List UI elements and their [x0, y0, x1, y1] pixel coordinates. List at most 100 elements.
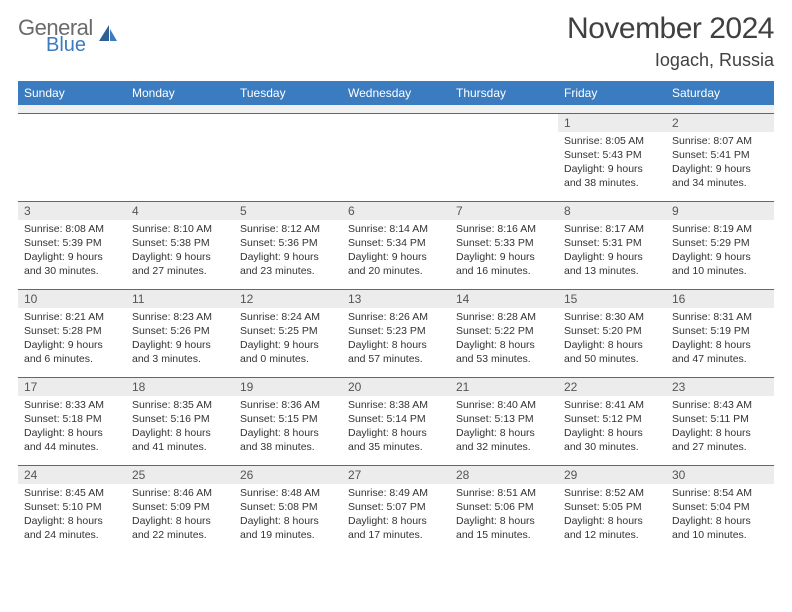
location: Iogach, Russia — [567, 50, 774, 71]
sunrise-text: Sunrise: 8:21 AM — [24, 310, 120, 324]
day-content: Sunrise: 8:14 AMSunset: 5:34 PMDaylight:… — [342, 220, 450, 283]
sunset-text: Sunset: 5:20 PM — [564, 324, 660, 338]
day-content: Sunrise: 8:21 AMSunset: 5:28 PMDaylight:… — [18, 308, 126, 371]
day-content: Sunrise: 8:40 AMSunset: 5:13 PMDaylight:… — [450, 396, 558, 459]
day-number: 7 — [450, 202, 558, 220]
calendar-cell: 26Sunrise: 8:48 AMSunset: 5:08 PMDayligh… — [234, 465, 342, 553]
calendar-cell: 13Sunrise: 8:26 AMSunset: 5:23 PMDayligh… — [342, 289, 450, 377]
sunrise-text: Sunrise: 8:07 AM — [672, 134, 768, 148]
day-number: 29 — [558, 466, 666, 484]
sunrise-text: Sunrise: 8:26 AM — [348, 310, 444, 324]
calendar-row: 24Sunrise: 8:45 AMSunset: 5:10 PMDayligh… — [18, 465, 774, 553]
weekday-header: Wednesday — [342, 81, 450, 105]
daylight-text: Daylight: 9 hours and 38 minutes. — [564, 162, 660, 190]
calendar-cell: 16Sunrise: 8:31 AMSunset: 5:19 PMDayligh… — [666, 289, 774, 377]
weekday-header: Saturday — [666, 81, 774, 105]
day-content: Sunrise: 8:35 AMSunset: 5:16 PMDaylight:… — [126, 396, 234, 459]
daylight-text: Daylight: 8 hours and 30 minutes. — [564, 426, 660, 454]
sunset-text: Sunset: 5:10 PM — [24, 500, 120, 514]
calendar-cell: 17Sunrise: 8:33 AMSunset: 5:18 PMDayligh… — [18, 377, 126, 465]
day-content: Sunrise: 8:24 AMSunset: 5:25 PMDaylight:… — [234, 308, 342, 371]
calendar-cell: 1Sunrise: 8:05 AMSunset: 5:43 PMDaylight… — [558, 113, 666, 201]
sunrise-text: Sunrise: 8:41 AM — [564, 398, 660, 412]
day-number: 6 — [342, 202, 450, 220]
day-number: 20 — [342, 378, 450, 396]
sunset-text: Sunset: 5:34 PM — [348, 236, 444, 250]
day-content: Sunrise: 8:08 AMSunset: 5:39 PMDaylight:… — [18, 220, 126, 283]
sunset-text: Sunset: 5:39 PM — [24, 236, 120, 250]
sunrise-text: Sunrise: 8:38 AM — [348, 398, 444, 412]
day-content: Sunrise: 8:28 AMSunset: 5:22 PMDaylight:… — [450, 308, 558, 371]
daylight-text: Daylight: 9 hours and 10 minutes. — [672, 250, 768, 278]
day-number: 14 — [450, 290, 558, 308]
sunrise-text: Sunrise: 8:16 AM — [456, 222, 552, 236]
day-content: Sunrise: 8:33 AMSunset: 5:18 PMDaylight:… — [18, 396, 126, 459]
calendar-cell — [450, 113, 558, 201]
calendar-cell: 12Sunrise: 8:24 AMSunset: 5:25 PMDayligh… — [234, 289, 342, 377]
day-number: 13 — [342, 290, 450, 308]
calendar-cell: 4Sunrise: 8:10 AMSunset: 5:38 PMDaylight… — [126, 201, 234, 289]
day-content: Sunrise: 8:41 AMSunset: 5:12 PMDaylight:… — [558, 396, 666, 459]
day-number: 3 — [18, 202, 126, 220]
sunrise-text: Sunrise: 8:05 AM — [564, 134, 660, 148]
sunrise-text: Sunrise: 8:08 AM — [24, 222, 120, 236]
sunrise-text: Sunrise: 8:40 AM — [456, 398, 552, 412]
sunset-text: Sunset: 5:33 PM — [456, 236, 552, 250]
sunset-text: Sunset: 5:19 PM — [672, 324, 768, 338]
sunrise-text: Sunrise: 8:36 AM — [240, 398, 336, 412]
calendar-cell: 9Sunrise: 8:19 AMSunset: 5:29 PMDaylight… — [666, 201, 774, 289]
day-number: 10 — [18, 290, 126, 308]
brand-blue: Blue — [46, 36, 93, 54]
calendar-cell: 14Sunrise: 8:28 AMSunset: 5:22 PMDayligh… — [450, 289, 558, 377]
weekday-header: Friday — [558, 81, 666, 105]
sunrise-text: Sunrise: 8:43 AM — [672, 398, 768, 412]
calendar-cell: 30Sunrise: 8:54 AMSunset: 5:04 PMDayligh… — [666, 465, 774, 553]
sail-icon — [97, 23, 119, 50]
month-title: November 2024 — [567, 12, 774, 46]
day-content: Sunrise: 8:46 AMSunset: 5:09 PMDaylight:… — [126, 484, 234, 547]
calendar-cell: 28Sunrise: 8:51 AMSunset: 5:06 PMDayligh… — [450, 465, 558, 553]
day-number: 28 — [450, 466, 558, 484]
weekday-header-row: Sunday Monday Tuesday Wednesday Thursday… — [18, 81, 774, 105]
daylight-text: Daylight: 8 hours and 12 minutes. — [564, 514, 660, 542]
sunset-text: Sunset: 5:04 PM — [672, 500, 768, 514]
sunset-text: Sunset: 5:25 PM — [240, 324, 336, 338]
daylight-text: Daylight: 8 hours and 35 minutes. — [348, 426, 444, 454]
calendar-cell: 25Sunrise: 8:46 AMSunset: 5:09 PMDayligh… — [126, 465, 234, 553]
day-number: 12 — [234, 290, 342, 308]
calendar-cell: 29Sunrise: 8:52 AMSunset: 5:05 PMDayligh… — [558, 465, 666, 553]
sunset-text: Sunset: 5:08 PM — [240, 500, 336, 514]
sunset-text: Sunset: 5:07 PM — [348, 500, 444, 514]
calendar-row: 10Sunrise: 8:21 AMSunset: 5:28 PMDayligh… — [18, 289, 774, 377]
sunset-text: Sunset: 5:29 PM — [672, 236, 768, 250]
day-number: 2 — [666, 114, 774, 132]
calendar-cell: 6Sunrise: 8:14 AMSunset: 5:34 PMDaylight… — [342, 201, 450, 289]
calendar-cell: 27Sunrise: 8:49 AMSunset: 5:07 PMDayligh… — [342, 465, 450, 553]
day-content: Sunrise: 8:07 AMSunset: 5:41 PMDaylight:… — [666, 132, 774, 195]
sunset-text: Sunset: 5:41 PM — [672, 148, 768, 162]
sunrise-text: Sunrise: 8:19 AM — [672, 222, 768, 236]
day-number: 30 — [666, 466, 774, 484]
daylight-text: Daylight: 8 hours and 22 minutes. — [132, 514, 228, 542]
day-number: 19 — [234, 378, 342, 396]
day-content: Sunrise: 8:12 AMSunset: 5:36 PMDaylight:… — [234, 220, 342, 283]
calendar-cell: 11Sunrise: 8:23 AMSunset: 5:26 PMDayligh… — [126, 289, 234, 377]
sunset-text: Sunset: 5:13 PM — [456, 412, 552, 426]
day-number: 5 — [234, 202, 342, 220]
daylight-text: Daylight: 8 hours and 57 minutes. — [348, 338, 444, 366]
calendar-cell: 22Sunrise: 8:41 AMSunset: 5:12 PMDayligh… — [558, 377, 666, 465]
sunset-text: Sunset: 5:36 PM — [240, 236, 336, 250]
sunset-text: Sunset: 5:18 PM — [24, 412, 120, 426]
sunrise-text: Sunrise: 8:17 AM — [564, 222, 660, 236]
day-content: Sunrise: 8:51 AMSunset: 5:06 PMDaylight:… — [450, 484, 558, 547]
day-number: 18 — [126, 378, 234, 396]
daylight-text: Daylight: 8 hours and 17 minutes. — [348, 514, 444, 542]
day-content: Sunrise: 8:49 AMSunset: 5:07 PMDaylight:… — [342, 484, 450, 547]
sunset-text: Sunset: 5:38 PM — [132, 236, 228, 250]
day-content: Sunrise: 8:26 AMSunset: 5:23 PMDaylight:… — [342, 308, 450, 371]
sunrise-text: Sunrise: 8:52 AM — [564, 486, 660, 500]
day-number: 17 — [18, 378, 126, 396]
sunset-text: Sunset: 5:15 PM — [240, 412, 336, 426]
daylight-text: Daylight: 9 hours and 16 minutes. — [456, 250, 552, 278]
day-content: Sunrise: 8:54 AMSunset: 5:04 PMDaylight:… — [666, 484, 774, 547]
